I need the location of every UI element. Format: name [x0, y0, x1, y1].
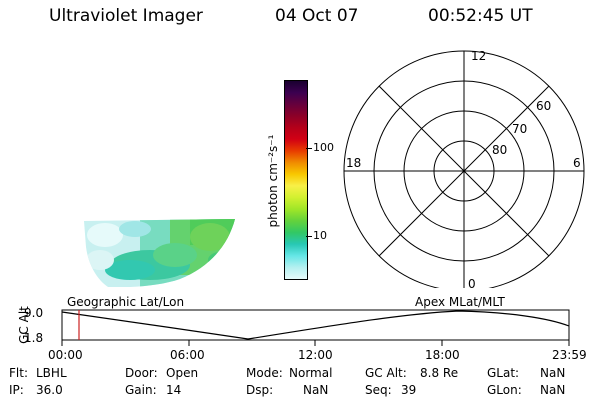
ip-label: IP:	[9, 383, 24, 397]
date-label: 04 Oct 07	[275, 6, 359, 26]
y-tick-bottom: 1.8	[24, 331, 44, 345]
ip-value: 36.0	[36, 383, 63, 397]
colorbar-tick	[306, 236, 312, 237]
x-tick-0: 00:00	[48, 348, 83, 362]
mlt-label-0: 0	[468, 277, 476, 288]
dsp-value: NaN	[303, 383, 329, 397]
lat-label-60: 60	[536, 99, 551, 113]
seq-value: 39	[401, 383, 417, 397]
x-tick-3: 18:00	[425, 348, 460, 362]
colorbar-tick-label: 10	[313, 229, 327, 242]
mlt-label-18: 18	[346, 156, 361, 170]
color-bar-gradient	[285, 81, 307, 279]
door-value: Open	[166, 366, 199, 380]
glon-label: GLon:	[487, 383, 522, 397]
gcalt-value: 8.8 Re	[420, 366, 459, 380]
flt-label: Flt:	[9, 366, 28, 380]
time-label: 00:52:45 UT	[428, 6, 533, 26]
glat-value: NaN	[540, 366, 566, 380]
lat-label-80: 80	[492, 143, 507, 157]
lat-label-70: 70	[512, 122, 527, 136]
x-tick-2: 12:00	[298, 348, 333, 362]
mode-label: Mode:	[246, 366, 283, 380]
glon-value: NaN	[540, 383, 566, 397]
geographic-title: Geographic Lat/Lon	[67, 295, 185, 309]
colorbar-unit-label: photon cm⁻²s⁻¹	[266, 134, 280, 228]
orbit-plot	[61, 309, 570, 346]
glat-label: GLat:	[487, 366, 520, 380]
color-bar	[284, 80, 308, 280]
dsp-label: Dsp:	[246, 383, 274, 397]
door-label: Door:	[125, 366, 158, 380]
y-tick-top: 9.0	[24, 306, 44, 320]
mlt-label-6: 6	[573, 156, 581, 170]
colorbar-tick-label: 100	[313, 141, 334, 154]
polar-plot: 12 18 6 0 60 70 80	[343, 49, 585, 288]
mode-value: Normal	[289, 366, 333, 380]
apex-title: Apex MLat/MLT	[415, 295, 505, 309]
colorbar-tick	[306, 148, 312, 149]
auroral-image	[84, 219, 235, 287]
mlt-label-12: 12	[471, 49, 486, 63]
x-tick-4: 23:59	[552, 348, 587, 362]
gain-value: 14	[166, 383, 182, 397]
instrument-title: Ultraviolet Imager	[49, 6, 203, 26]
x-tick-1: 06:00	[170, 348, 205, 362]
seq-label: Seq:	[365, 383, 392, 397]
gain-label: Gain:	[125, 383, 157, 397]
gcalt-label: GC Alt:	[365, 366, 407, 380]
flt-value: LBHL	[36, 366, 67, 380]
